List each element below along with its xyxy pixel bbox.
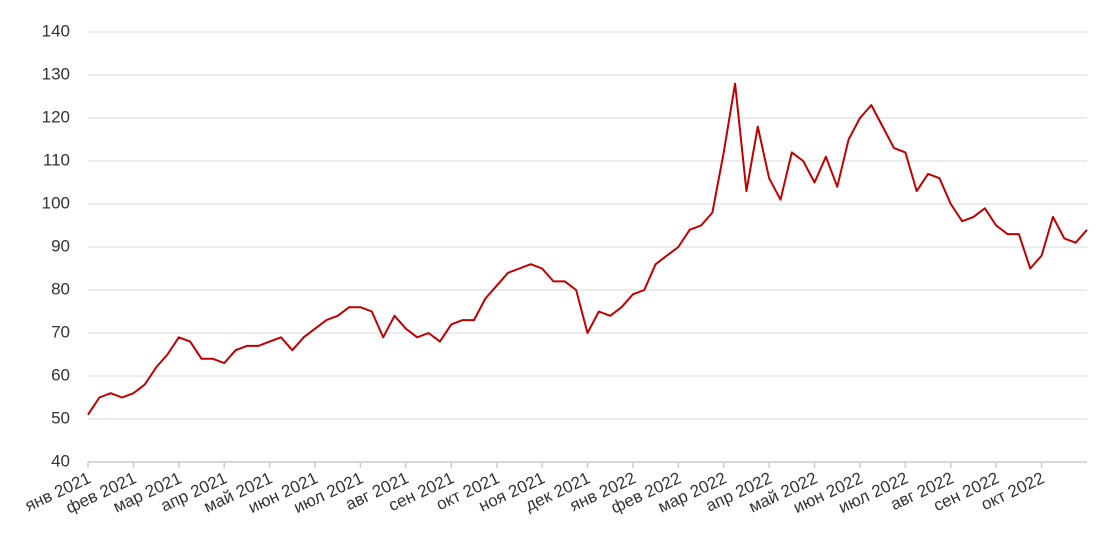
line-series	[87, 82, 1088, 416]
y-tick-label: 130	[42, 64, 70, 83]
y-tick-label: 70	[51, 322, 70, 341]
y-tick-label: 80	[51, 279, 70, 298]
y-tick-label: 90	[51, 236, 70, 255]
y-tick-label: 140	[42, 21, 70, 40]
y-tick-label: 40	[51, 451, 70, 470]
y-tick-label: 60	[51, 365, 70, 384]
y-tick-label: 120	[42, 107, 70, 126]
y-tick-label: 50	[51, 408, 70, 427]
y-tick-label: 110	[43, 150, 70, 169]
y-tick-label: 100	[42, 193, 70, 212]
